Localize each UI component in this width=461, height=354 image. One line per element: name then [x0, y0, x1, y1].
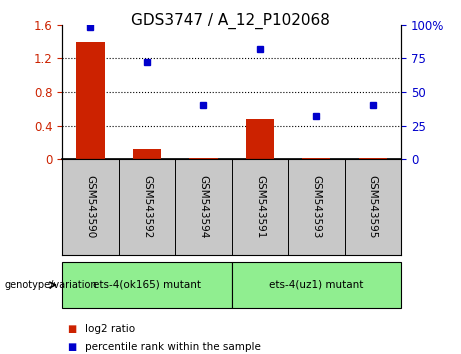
- Bar: [77, 41, 105, 159]
- Bar: [231, 262, 401, 308]
- Bar: [302, 158, 331, 159]
- Bar: [62, 262, 231, 308]
- Text: percentile rank within the sample: percentile rank within the sample: [85, 342, 261, 352]
- Bar: [359, 158, 387, 159]
- Text: GSM543591: GSM543591: [255, 175, 265, 239]
- Text: GSM543590: GSM543590: [85, 176, 95, 239]
- Bar: [133, 149, 161, 159]
- Text: GSM543594: GSM543594: [198, 175, 208, 239]
- Text: ■: ■: [67, 324, 76, 334]
- Text: ets-4(uz1) mutant: ets-4(uz1) mutant: [269, 280, 364, 290]
- Text: GSM543593: GSM543593: [311, 175, 321, 239]
- Text: GDS3747 / A_12_P102068: GDS3747 / A_12_P102068: [131, 12, 330, 29]
- Bar: [189, 158, 218, 159]
- Text: ets-4(ok165) mutant: ets-4(ok165) mutant: [93, 280, 201, 290]
- Text: ■: ■: [67, 342, 76, 352]
- Text: genotype/variation: genotype/variation: [5, 280, 97, 290]
- Text: GSM543595: GSM543595: [368, 175, 378, 239]
- Text: GSM543592: GSM543592: [142, 175, 152, 239]
- Text: log2 ratio: log2 ratio: [85, 324, 136, 334]
- Bar: [246, 119, 274, 159]
